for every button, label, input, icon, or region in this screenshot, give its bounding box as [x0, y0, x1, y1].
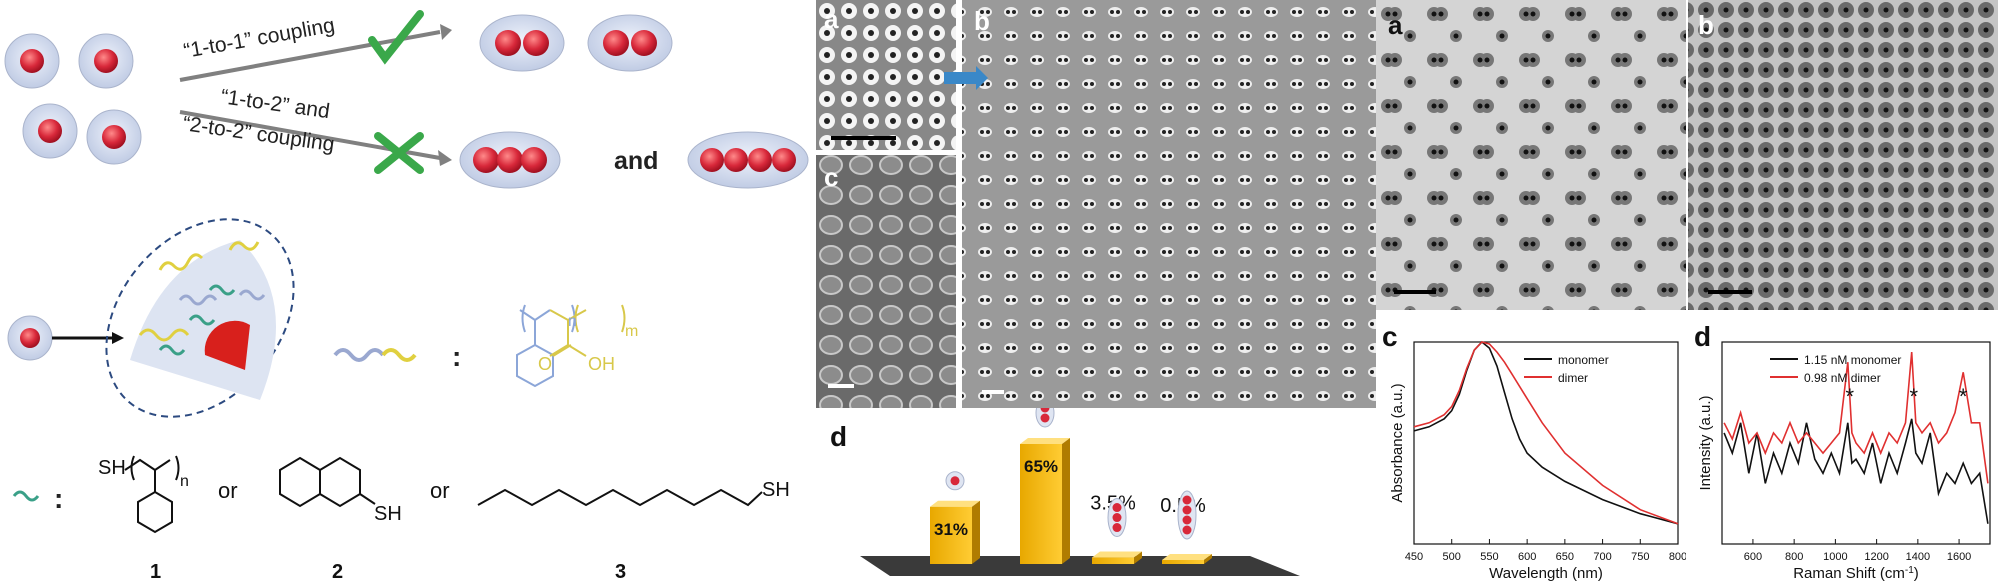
bar-top-3 [1162, 554, 1212, 560]
panel-a-right: a [1388, 10, 1403, 40]
panel-c-abs: c [1382, 321, 1398, 352]
legend-label-0: 1.15 nM monomer [1804, 353, 1901, 367]
svg-text:O: O [538, 354, 552, 374]
panel-d-raman: d [1694, 321, 1711, 352]
x-tick-label-3: 600 [1518, 551, 1536, 563]
plot-frame [1413, 341, 1679, 545]
bar-top-0 [930, 500, 980, 507]
x-tick-label-6: 750 [1631, 551, 1649, 563]
legend-label-1: dimer [1558, 371, 1588, 385]
scheme-figure: “1-to-1” coupling “1-to-2” and “2-to-2” … [4, 10, 809, 583]
x-tick-label-4: 1400 [1906, 551, 1930, 563]
bar-value-label-1: 65% [1024, 457, 1058, 476]
peak-marker-0: * [1846, 384, 1855, 409]
svg-text:n: n [568, 313, 577, 330]
arrow2-label-1: “1-to-2” and [219, 85, 331, 123]
and-text: and [614, 147, 658, 175]
x-axis-label: Raman Shift (cm-1) [1793, 565, 1919, 583]
compound-3 [477, 488, 763, 507]
legend-label-1: 0.98 nM dimer [1804, 371, 1881, 385]
x-tick-label-1: 800 [1785, 551, 1803, 563]
bar-0 [930, 506, 972, 564]
tem-panels-right: a b [1376, 0, 1998, 310]
svg-text:SH: SH [98, 457, 126, 479]
cross-icon [374, 132, 424, 174]
svg-text:SH: SH [374, 503, 402, 525]
svg-text:or: or [430, 478, 450, 503]
compound-1 [124, 455, 180, 534]
svg-text:OH: OH [588, 354, 615, 374]
bar-side-2 [1134, 551, 1142, 564]
compound-label-3: 3 [615, 561, 626, 583]
panel-a-left: a [824, 4, 839, 34]
polymer-wave-icon [333, 348, 385, 362]
peak-marker-2: * [1959, 384, 1968, 409]
bar-top-2 [1092, 551, 1142, 558]
x-tick-label-3: 1200 [1864, 551, 1888, 563]
colon-1: : [452, 341, 461, 372]
series-line-0 [1413, 340, 1679, 525]
compound-label-2: 2 [332, 561, 343, 583]
x-tick-label-0: 450 [1405, 551, 1423, 563]
panel-b-right: b [1698, 10, 1714, 40]
absorbance-chart: c 450 500 550 600 650 700 750 800 Wavelength (nm… [1382, 321, 1686, 582]
panel-c-left: c [824, 162, 838, 192]
svg-text:SH: SH [762, 479, 790, 501]
series-line-1 [1723, 352, 1989, 484]
svg-text::: : [54, 483, 63, 514]
trimer-particle [459, 131, 561, 189]
bar-side-1 [1062, 438, 1070, 564]
x-tick-label-5: 1600 [1947, 551, 1971, 563]
y-axis-label: Absorbance (a.u.) [1389, 383, 1406, 502]
svg-text:or: or [218, 478, 238, 503]
check-icon [368, 10, 424, 65]
bar-2 [1092, 557, 1134, 564]
svg-text:m: m [625, 323, 638, 340]
compound-label-1: 1 [150, 561, 161, 583]
x-tick-label-5: 700 [1593, 551, 1611, 563]
x-tick-label-7: 800 [1669, 551, 1686, 563]
copolymer-structure [516, 304, 626, 388]
panel-d-bar: d [830, 421, 847, 452]
series-line-0 [1723, 418, 1989, 524]
plot-frame [1721, 341, 1991, 545]
bar-3 [1162, 560, 1204, 564]
y-axis-label: Intensity (a.u.) [1697, 395, 1714, 490]
tem-panels-left: a c b [816, 0, 1376, 408]
x-axis-label: Wavelength (nm) [1489, 565, 1603, 582]
raman-chart: d 600 800 1000 1200 1400 1600 Raman Shift (cm-… [1694, 321, 1991, 583]
bar-1 [1020, 444, 1062, 564]
x-tick-label-2: 550 [1480, 551, 1498, 563]
dimer-particles [479, 14, 673, 72]
compound-2 [279, 456, 376, 508]
x-tick-label-1: 500 [1443, 551, 1461, 563]
bar-top-1 [1020, 438, 1070, 444]
panel-b-left: b [974, 6, 990, 36]
particle-icon-3 [1177, 490, 1197, 540]
population-bar-chart: d 31%65%3.5%0.5% [830, 408, 1300, 576]
monomer-particles [4, 33, 142, 165]
short-ligand-icon [12, 490, 40, 502]
tetramer-particle [687, 131, 809, 189]
svg-text:n: n [180, 473, 189, 490]
bar-side-0 [972, 500, 980, 564]
x-tick-label-4: 650 [1556, 551, 1574, 563]
bar-value-label-0: 31% [934, 520, 968, 539]
peak-marker-1: * [1909, 384, 1918, 409]
x-tick-label-0: 600 [1744, 551, 1762, 563]
series-line-1 [1413, 341, 1679, 525]
zoom-particle [105, 218, 295, 418]
legend-label-0: monomer [1558, 353, 1609, 367]
x-tick-label-2: 1000 [1823, 551, 1847, 563]
bar-side-3 [1204, 554, 1212, 564]
